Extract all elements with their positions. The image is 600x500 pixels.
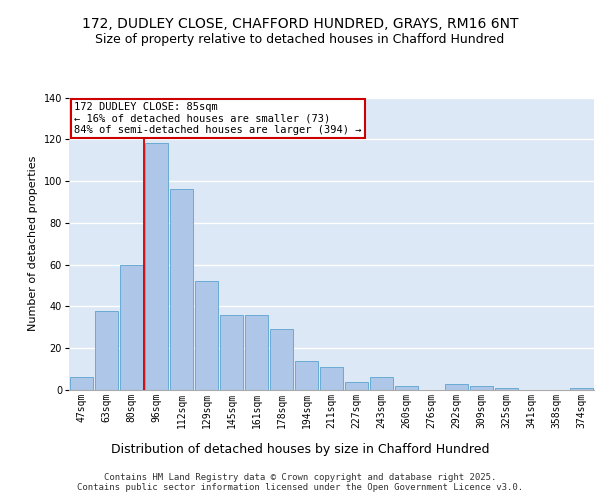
Bar — [269, 330, 293, 390]
Bar — [95, 310, 118, 390]
Bar — [569, 388, 593, 390]
Bar — [395, 386, 418, 390]
Bar — [370, 378, 394, 390]
Bar — [295, 361, 319, 390]
Text: 172 DUDLEY CLOSE: 85sqm
← 16% of detached houses are smaller (73)
84% of semi-de: 172 DUDLEY CLOSE: 85sqm ← 16% of detache… — [74, 102, 362, 135]
Bar — [145, 144, 169, 390]
Text: 172, DUDLEY CLOSE, CHAFFORD HUNDRED, GRAYS, RM16 6NT: 172, DUDLEY CLOSE, CHAFFORD HUNDRED, GRA… — [82, 18, 518, 32]
Bar — [170, 190, 193, 390]
Bar — [70, 378, 94, 390]
Text: Distribution of detached houses by size in Chafford Hundred: Distribution of detached houses by size … — [111, 442, 489, 456]
Bar — [245, 315, 268, 390]
Bar — [194, 282, 218, 390]
Text: Contains HM Land Registry data © Crown copyright and database right 2025.
Contai: Contains HM Land Registry data © Crown c… — [77, 473, 523, 492]
Text: Size of property relative to detached houses in Chafford Hundred: Size of property relative to detached ho… — [95, 32, 505, 46]
Bar — [445, 384, 469, 390]
Bar — [494, 388, 518, 390]
Bar — [320, 367, 343, 390]
Bar — [470, 386, 493, 390]
Bar — [119, 264, 143, 390]
Y-axis label: Number of detached properties: Number of detached properties — [28, 156, 38, 332]
Bar — [344, 382, 368, 390]
Bar — [220, 315, 244, 390]
